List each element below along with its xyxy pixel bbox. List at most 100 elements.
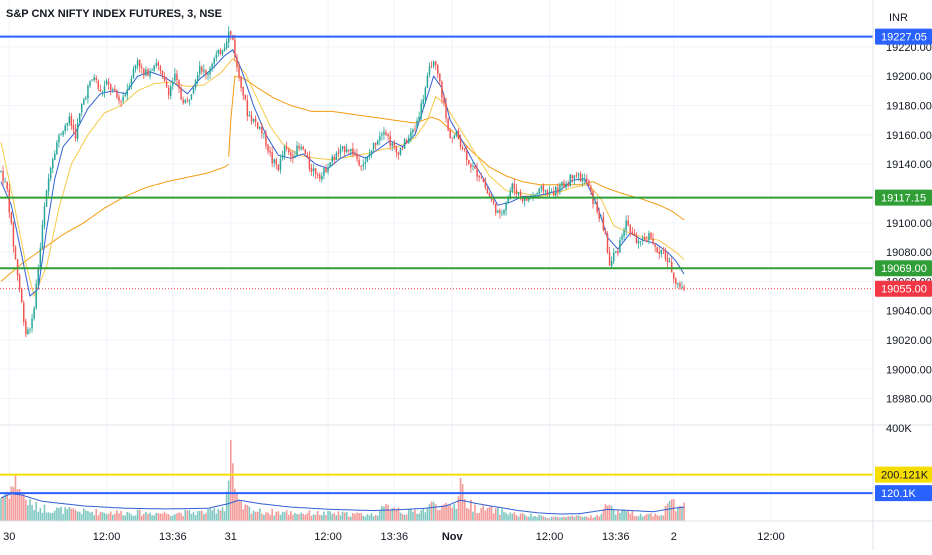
candle-body [99, 89, 102, 92]
volume-bar [277, 511, 280, 521]
candle-body [341, 146, 344, 149]
candle-body [213, 58, 215, 64]
candle-body [621, 235, 623, 240]
volume-bar [637, 516, 640, 521]
volume-bar [492, 513, 495, 521]
candle-body [492, 200, 495, 204]
candle-body [112, 89, 114, 90]
candle-body [453, 135, 456, 138]
candle-body [494, 203, 497, 214]
candle-body [581, 178, 584, 182]
volume-bar [217, 509, 220, 521]
candle-body [2, 170, 4, 182]
candle-body [677, 283, 679, 285]
volume-bar [422, 508, 425, 521]
volume-bar [393, 507, 396, 521]
candle-body [87, 85, 89, 99]
candle-body [521, 197, 524, 202]
volume-bar [617, 510, 619, 521]
candle-body [484, 181, 487, 189]
candle-body [205, 70, 207, 75]
candle-body [219, 50, 222, 54]
volume-bar [14, 475, 17, 521]
volume-bar [207, 509, 209, 521]
volume-bar [505, 512, 507, 521]
candle-body [526, 198, 528, 201]
candle-body [536, 193, 538, 195]
candle-body [393, 142, 396, 147]
volume-bar [103, 512, 106, 521]
volume-bar [379, 510, 381, 521]
candle-body [391, 142, 393, 146]
candle-body [8, 189, 11, 213]
candle-body [557, 187, 559, 193]
candle-body [165, 81, 168, 88]
volume-level-1-label: 120.1K [881, 488, 917, 500]
volume-bar [20, 492, 23, 521]
volume-bar [140, 515, 143, 521]
volume-bar [352, 513, 354, 521]
candle-body [414, 128, 416, 130]
candle-body [470, 164, 472, 168]
price-level-1-badge [875, 189, 932, 206]
volume-bar [604, 504, 607, 521]
volume-bar [565, 517, 567, 521]
volume-bar [656, 515, 658, 521]
volume-bar [546, 517, 549, 521]
volume-bar [441, 505, 443, 521]
candle-body [254, 118, 257, 123]
volume-bar [515, 514, 518, 521]
candle-body [277, 164, 280, 171]
candle-body [56, 142, 58, 155]
candle-body [633, 233, 636, 235]
candle-body [246, 100, 249, 117]
volume-bar [122, 515, 124, 521]
volume-bar [608, 504, 611, 521]
candle-body [161, 70, 164, 76]
volume-bar [99, 511, 102, 521]
candle-body [360, 166, 362, 167]
volume-bar [74, 509, 77, 521]
candle-body [604, 231, 607, 235]
volume-bar [54, 510, 56, 521]
candle-body [83, 99, 85, 105]
volume-bar [252, 510, 255, 521]
candle-body [60, 134, 62, 136]
volume-bar [612, 508, 615, 521]
volume-bar [596, 514, 598, 521]
candle-body [138, 59, 141, 68]
candle-body [461, 147, 464, 149]
candle-body [325, 167, 327, 173]
candle-body [660, 249, 663, 254]
candle-body [408, 137, 410, 143]
volume-bar [503, 511, 505, 521]
candle-body [223, 47, 226, 51]
volume-bar [439, 510, 441, 521]
volume-bar [198, 511, 201, 521]
currency-label[interactable]: INR [889, 12, 908, 24]
candle-body [116, 90, 118, 98]
volume-bar [159, 513, 162, 521]
candle-body [432, 61, 435, 66]
volume-bar [641, 516, 644, 521]
candle-body [412, 129, 414, 133]
candle-body [101, 91, 104, 93]
candle-body [405, 140, 408, 144]
volume-bar [548, 518, 551, 521]
volume-bar [528, 516, 530, 521]
candle-body [555, 186, 557, 196]
volume-bar [447, 504, 449, 521]
volume-bar [399, 512, 402, 521]
candle-body [0, 170, 2, 172]
volume-bar [550, 516, 553, 521]
volume-bar [174, 514, 176, 521]
candle-body [455, 131, 458, 136]
candle-body [39, 247, 42, 268]
candle-body [424, 88, 427, 101]
candle-body [296, 145, 298, 157]
candle-body [673, 272, 675, 279]
volume-bar [366, 514, 369, 521]
candle-body [221, 50, 224, 55]
candle-body [314, 168, 317, 174]
